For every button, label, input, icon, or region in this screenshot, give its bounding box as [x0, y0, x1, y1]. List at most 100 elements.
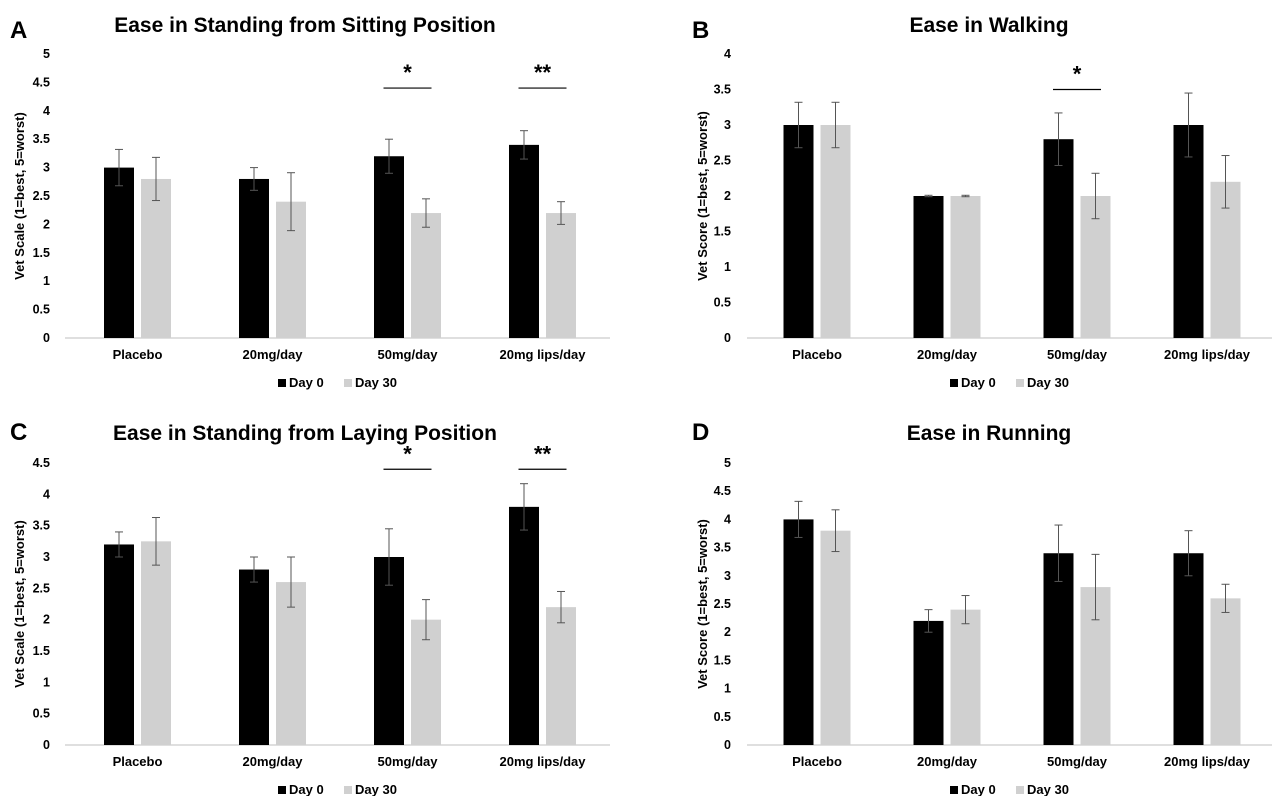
bar-day30 [546, 607, 576, 745]
legend-label: Day 30 [355, 782, 397, 796]
bar-day30 [411, 213, 441, 338]
y-tick-label: 1.5 [33, 644, 50, 658]
legend-swatch [278, 379, 286, 387]
legend-label: Day 0 [289, 782, 324, 796]
y-tick-label: 2.5 [33, 581, 50, 595]
legend-swatch [950, 786, 958, 794]
significance-label: * [403, 441, 412, 466]
x-category-label: 20mg lips/day [500, 754, 587, 769]
x-category-label: Placebo [113, 754, 163, 769]
y-tick-label: 0.5 [714, 296, 731, 310]
bar-day0 [1173, 553, 1204, 745]
y-tick-label: 3.5 [714, 541, 731, 555]
y-tick-label: 3 [724, 118, 731, 132]
significance-marker: * [383, 60, 432, 89]
y-axis-label: Vet Score (1=best, 5=worst) [695, 519, 710, 689]
error-bar [1091, 172, 1100, 220]
chart-panel-a: A Ease in Standing from Sitting Position V… [10, 14, 610, 390]
x-category-label: Placebo [792, 347, 842, 362]
x-category-label: 20mg/day [243, 754, 304, 769]
y-tick-label: 2 [724, 189, 731, 203]
error-bar [115, 148, 123, 187]
bar-day30 [546, 213, 576, 338]
bar-day0 [509, 144, 539, 338]
y-tick-label: 0 [43, 331, 50, 345]
y-tick-label: 0 [43, 738, 50, 752]
error-bar [287, 556, 295, 608]
error-bar [794, 101, 803, 149]
error-bar [115, 531, 123, 558]
error-bar [250, 167, 258, 191]
legend-swatch [344, 379, 352, 387]
error-bar [520, 130, 528, 160]
error-bar [1184, 92, 1193, 158]
y-tick-label: 1.5 [714, 225, 731, 239]
bar-day0 [104, 167, 134, 338]
bar-day30 [950, 609, 981, 745]
bar-day30 [141, 541, 171, 745]
x-category-label: 50mg/day [378, 754, 439, 769]
bar-day30 [950, 196, 981, 338]
y-tick-label: 3 [43, 550, 50, 564]
bar-day0 [1043, 553, 1074, 745]
x-category-label: 50mg/day [1047, 347, 1108, 362]
y-tick-label: 1.5 [33, 246, 50, 260]
chart-title: Ease in Running [907, 422, 1072, 445]
legend-label: Day 30 [355, 375, 397, 390]
error-bar [924, 609, 933, 633]
bar-day0 [913, 620, 944, 745]
error-bar [1091, 553, 1100, 621]
panel-letter: B [692, 17, 709, 44]
significance-label: ** [534, 441, 552, 466]
error-bar [1221, 155, 1230, 209]
y-tick-label: 0 [724, 331, 731, 345]
error-bar [152, 156, 160, 202]
legend-label: Day 0 [961, 375, 996, 390]
y-tick-label: 5 [43, 47, 50, 61]
y-tick-label: 3 [43, 161, 50, 175]
error-bar [924, 194, 933, 198]
error-bar [520, 483, 528, 531]
error-bar [422, 198, 430, 228]
error-bar [250, 556, 258, 583]
error-bar [422, 599, 430, 641]
legend: Day 0 Day 30 [278, 375, 397, 390]
bar-day0 [374, 557, 404, 745]
bar-day30 [276, 582, 306, 745]
y-tick-label: 2.5 [714, 154, 731, 168]
y-tick-label: 4 [43, 104, 50, 118]
y-tick-label: 5 [724, 456, 731, 470]
y-tick-label: 4 [724, 47, 731, 61]
error-bar [385, 528, 393, 586]
x-category-label: 20mg lips/day [500, 347, 587, 362]
y-tick-label: 2 [43, 217, 50, 231]
y-tick-label: 3.5 [33, 132, 50, 146]
error-bar [1184, 530, 1193, 577]
y-tick-label: 1 [724, 260, 731, 274]
significance-marker: * [1053, 62, 1101, 91]
y-tick-label: 2.5 [714, 597, 731, 611]
error-bar [557, 201, 565, 225]
error-bar [831, 509, 840, 553]
panel-letter: A [10, 17, 27, 44]
error-bar [385, 138, 393, 174]
legend-label: Day 0 [961, 782, 996, 796]
significance-label: * [403, 60, 412, 85]
y-tick-label: 1 [724, 682, 731, 696]
chart-title: Ease in Walking [909, 14, 1068, 37]
bar-day0 [783, 125, 814, 338]
y-tick-label: 1.5 [714, 653, 731, 667]
bar-day0 [913, 196, 944, 338]
bar-day30 [1080, 196, 1111, 338]
significance-marker: ** [518, 441, 567, 470]
x-category-label: Placebo [792, 754, 842, 769]
panel-letter: C [10, 419, 27, 446]
legend-swatch [950, 379, 958, 387]
legend: Day 0 Day 30 [950, 782, 1069, 796]
legend-label: Day 30 [1027, 375, 1069, 390]
bar-day0 [1043, 139, 1074, 338]
significance-marker: * [383, 441, 432, 470]
chart-panel-b: B Ease in Walking Vet Score (1=best, 5=wor… [692, 14, 1272, 390]
y-axis-label: Vet Scale (1=best, 5=worst) [12, 112, 27, 280]
